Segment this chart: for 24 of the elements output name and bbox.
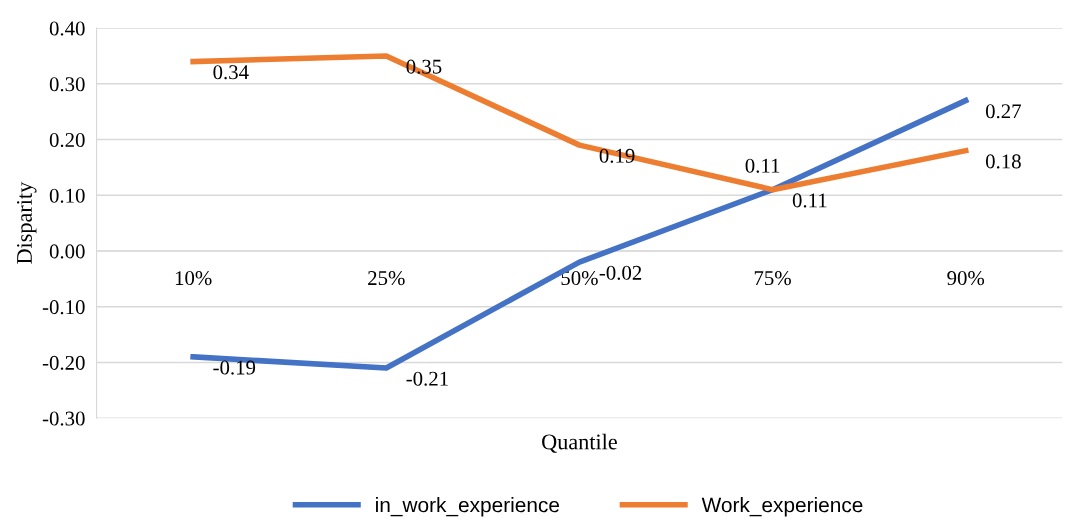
x-tick-label: 90% — [947, 271, 985, 286]
data-label: 0.11 — [792, 193, 827, 208]
y-tick-label: 0.00 — [49, 244, 85, 259]
data-label: -0.19 — [213, 360, 256, 375]
x-axis-title: Quantile — [542, 433, 617, 453]
y-tick-label: 0.30 — [49, 77, 85, 92]
data-label: 0.34 — [213, 65, 249, 80]
x-tick-label: 10% — [175, 271, 212, 286]
data-label: 0.18 — [985, 154, 1021, 169]
x-tick-label: 75% — [754, 271, 791, 286]
y-tick-label: 0.20 — [49, 132, 85, 148]
data-label: -0.21 — [406, 371, 448, 386]
legend-label: in_work_experience — [376, 497, 560, 517]
data-label: 0.27 — [985, 104, 1021, 119]
data-label: -0.02 — [599, 265, 642, 280]
y-tick-label: -0.10 — [42, 300, 85, 315]
y-tick-label: -0.30 — [42, 411, 85, 426]
data-label: 0.11 — [745, 158, 780, 173]
y-tick-label: -0.20 — [42, 355, 85, 370]
y-axis-title: Disparity — [17, 181, 37, 264]
legend-label: Work_experience — [701, 497, 863, 517]
y-tick-label: 0.10 — [49, 188, 85, 203]
x-tick-label: 25% — [368, 271, 405, 286]
y-tick-label: 0.40 — [49, 21, 85, 36]
